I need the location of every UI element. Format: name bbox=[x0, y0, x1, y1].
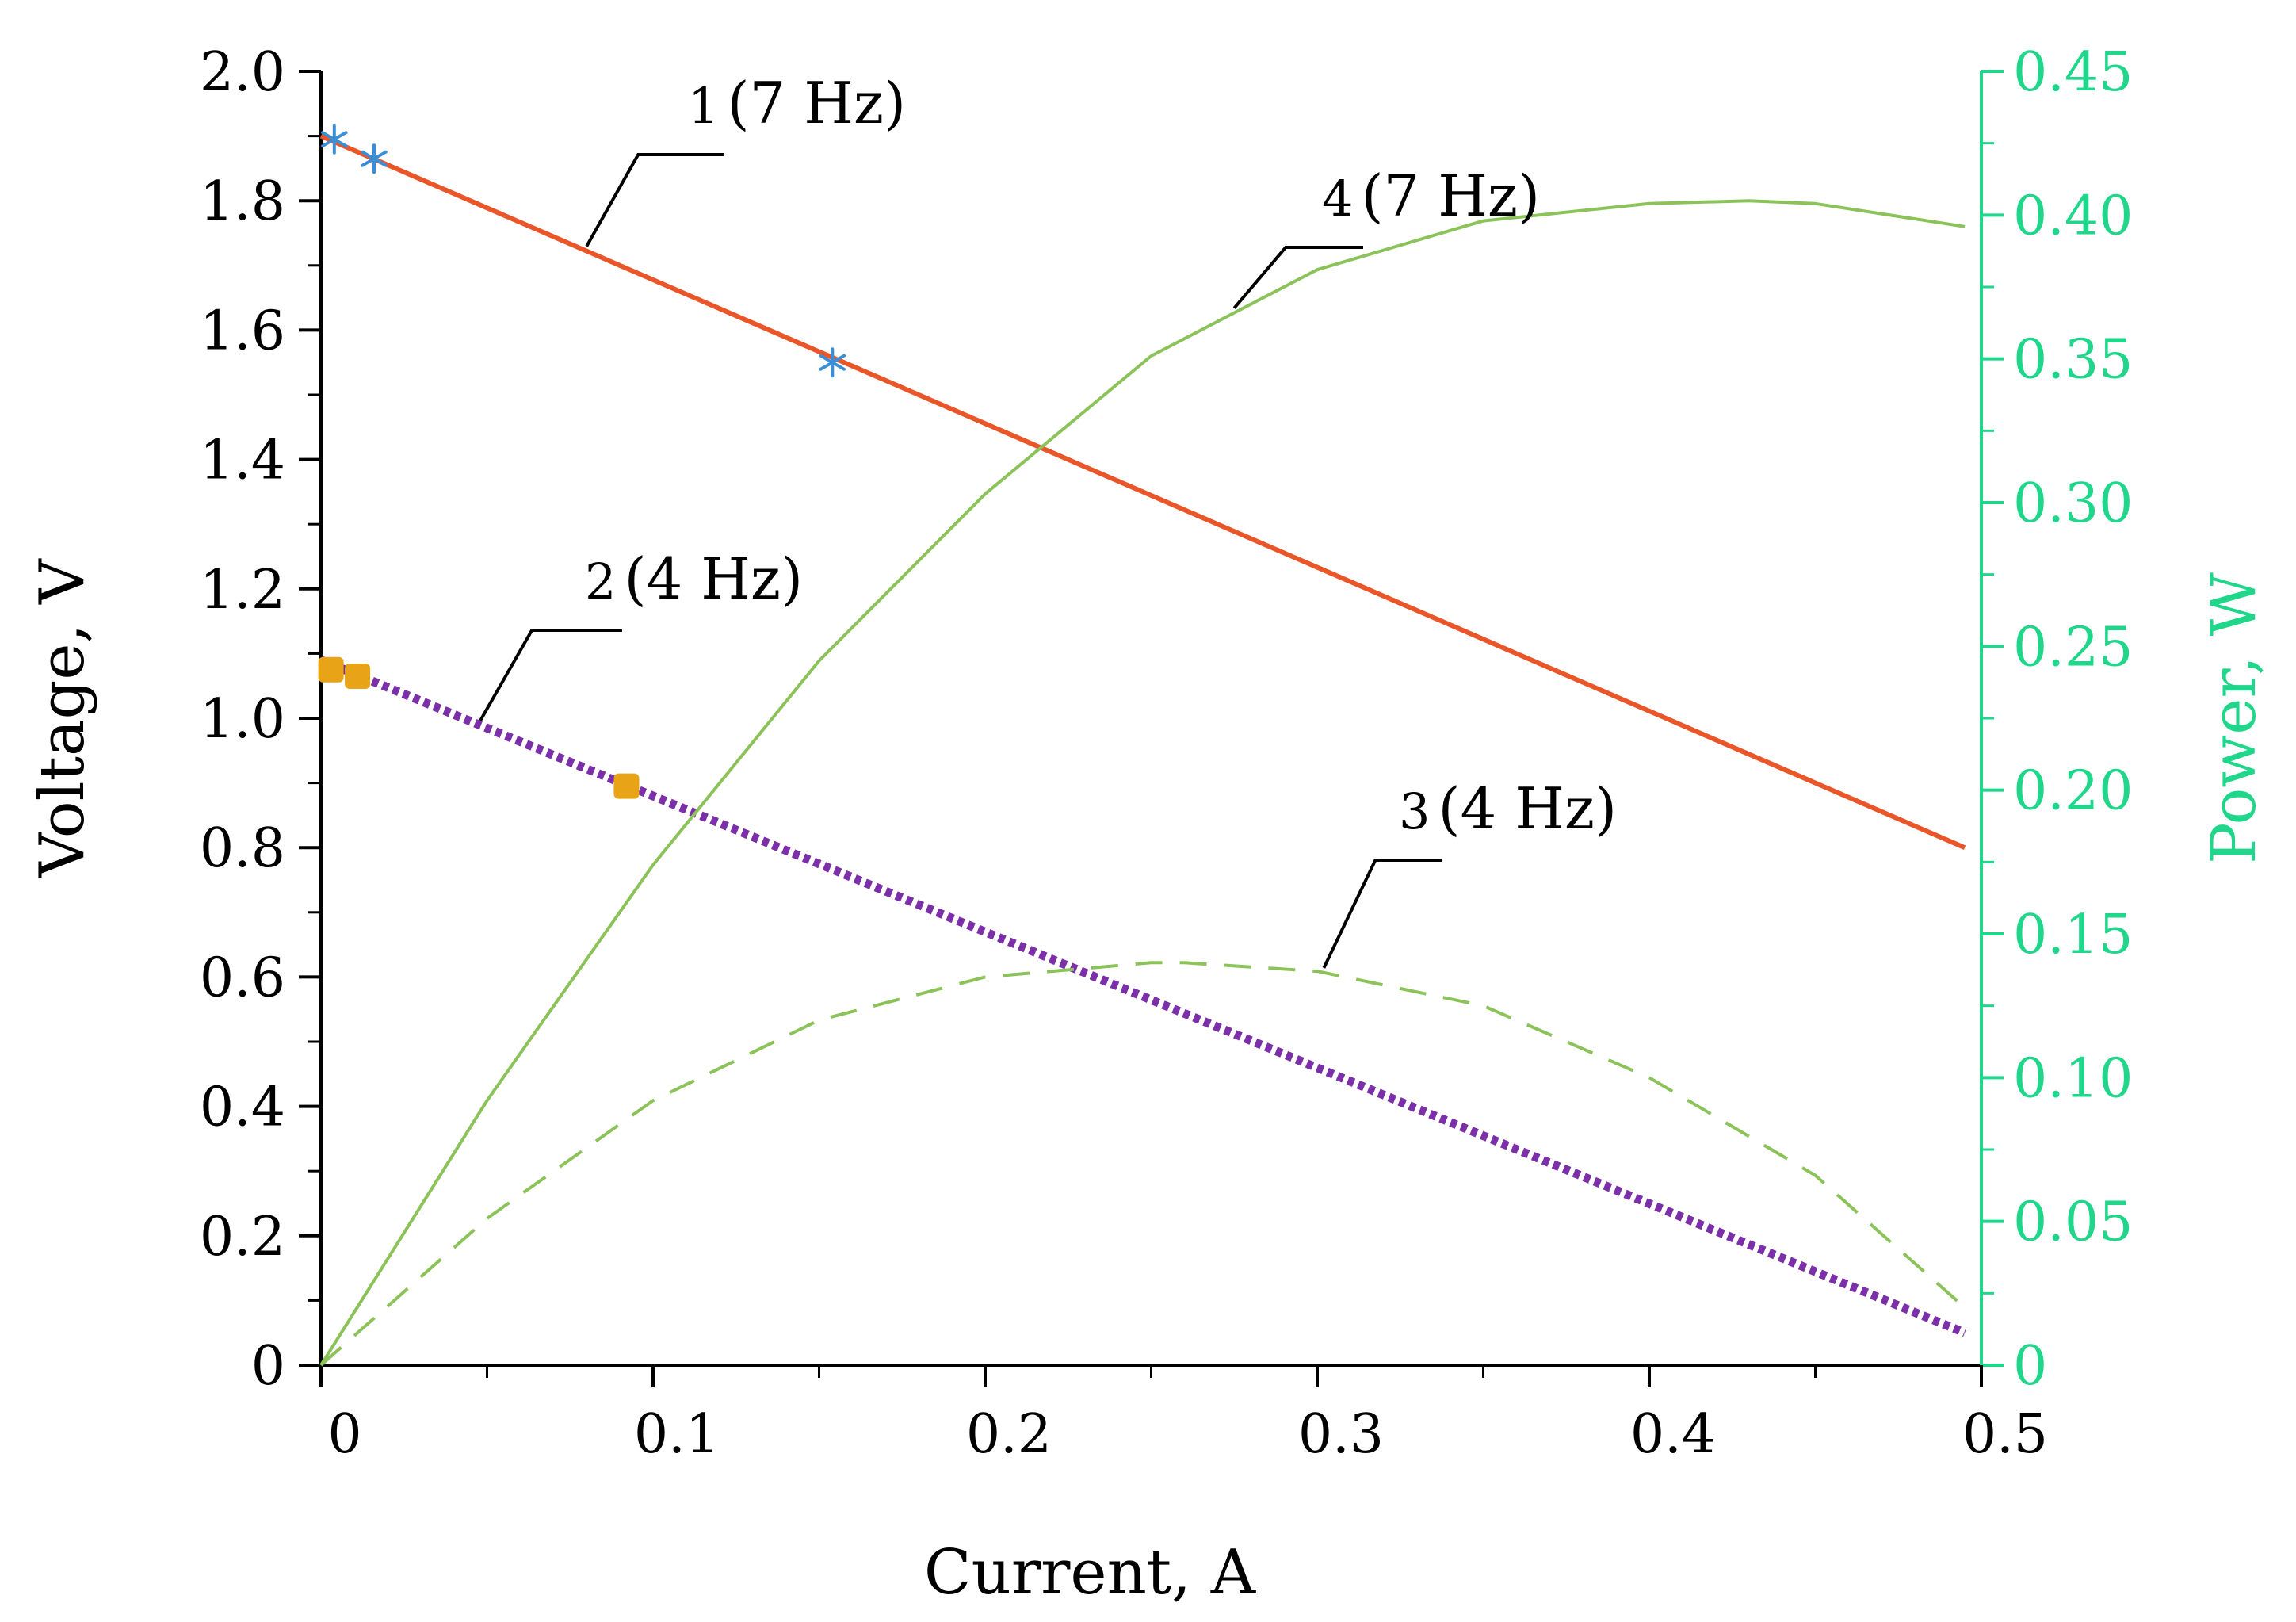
series-4-frequency: (7 Hz) bbox=[1361, 163, 1540, 229]
x-tick-label: 0.3 bbox=[1298, 1403, 1384, 1466]
y-left-tick-label: 0.6 bbox=[200, 947, 285, 1009]
y-right-tick-label: 0.25 bbox=[2013, 616, 2133, 679]
labels-layer: 1 (7 Hz)2 (4 Hz)3 (4 Hz)4 (7 Hz) bbox=[479, 70, 1617, 969]
y-axis-right-title: Power, W bbox=[2199, 572, 2270, 864]
y-right-tick-label: 0.35 bbox=[2013, 329, 2133, 392]
y-right-tick-label: 0.10 bbox=[2013, 1047, 2133, 1110]
y-left-tick-label: 1.4 bbox=[200, 430, 285, 492]
x-tick-label: 0.1 bbox=[634, 1403, 720, 1466]
series-4-label: 4 (7 Hz) bbox=[1322, 163, 1540, 229]
series-3-frequency: (4 Hz) bbox=[1438, 775, 1617, 842]
series-4-number: 4 bbox=[1322, 170, 1353, 228]
series-2-line bbox=[319, 656, 1967, 1337]
series-1-marker bbox=[361, 143, 388, 174]
x-tick-label: 0.4 bbox=[1630, 1403, 1716, 1466]
series-3-line bbox=[319, 961, 1966, 1367]
y-left-tick-label: 1.8 bbox=[200, 170, 285, 233]
series-1-number: 1 bbox=[688, 77, 719, 135]
series-2-marker bbox=[613, 773, 640, 799]
y-right-tick-label: 0.30 bbox=[2013, 472, 2133, 535]
series-1-marker bbox=[321, 124, 348, 155]
series-layer bbox=[319, 133, 1967, 1367]
y-left-tick-label: 1.6 bbox=[200, 300, 285, 362]
x-tick-label: 0.2 bbox=[966, 1403, 1052, 1466]
series-2-number: 2 bbox=[585, 553, 616, 610]
series-3-number: 3 bbox=[1399, 782, 1430, 840]
y-left-tick-label: 1.0 bbox=[200, 688, 285, 751]
series-3-leader-line bbox=[1322, 859, 1442, 969]
y-right-tick-label: 0.20 bbox=[2013, 760, 2133, 823]
x-axis-title: Current, A bbox=[924, 1537, 1257, 1609]
y-right-tick-label: 0.45 bbox=[2013, 41, 2133, 104]
y-left-tick-label: 0 bbox=[251, 1335, 285, 1398]
y-right-tick-label: 0.05 bbox=[2013, 1192, 2133, 1254]
series-4-leader-line bbox=[1232, 246, 1363, 309]
x-tick-label: 0.5 bbox=[1962, 1403, 2048, 1466]
series-1-line bbox=[319, 133, 1966, 850]
y-right-tick-label: 0 bbox=[2013, 1335, 2047, 1398]
y-left-tick-label: 2.0 bbox=[200, 41, 285, 104]
markers-layer bbox=[318, 124, 846, 799]
series-2-leader-line bbox=[479, 629, 622, 721]
series-2-marker bbox=[318, 656, 344, 683]
series-1-leader-line bbox=[585, 153, 724, 247]
y-right-tick-label: 0.15 bbox=[2013, 904, 2133, 966]
series-2-frequency: (4 Hz) bbox=[624, 545, 803, 612]
y-left-tick-label: 1.2 bbox=[200, 559, 285, 622]
y-left-tick-label: 0.4 bbox=[200, 1077, 285, 1139]
y-left-tick-label: 0.8 bbox=[200, 817, 285, 880]
series-1-label: 1 (7 Hz) bbox=[688, 70, 906, 136]
series-1-frequency: (7 Hz) bbox=[727, 70, 906, 136]
series-2-label: 2 (4 Hz) bbox=[585, 545, 803, 612]
y-right-tick-label: 0.40 bbox=[2013, 185, 2133, 247]
series-2-marker bbox=[345, 663, 371, 689]
series-3-label: 3 (4 Hz) bbox=[1399, 775, 1617, 842]
x-tick-label: 0 bbox=[327, 1403, 361, 1466]
series-1-marker bbox=[819, 347, 846, 378]
series-4-line bbox=[319, 199, 1966, 1367]
axes-layer: 00.20.40.60.81.01.21.41.61.82.000.050.10… bbox=[27, 41, 2270, 1609]
y-axis-left-title: Voltage, V bbox=[27, 558, 98, 878]
y-left-tick-label: 0.2 bbox=[200, 1206, 285, 1268]
